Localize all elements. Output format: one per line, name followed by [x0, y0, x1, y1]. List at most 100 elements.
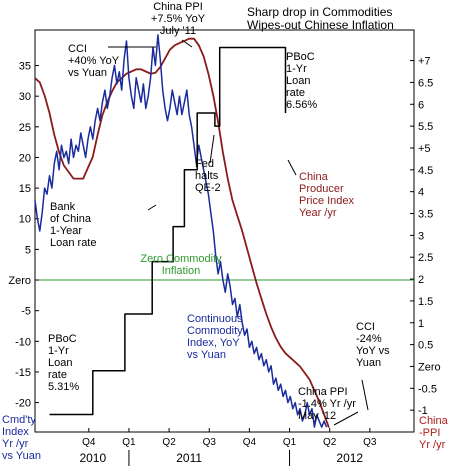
- fed-qe2-annotation-line-2: halts: [195, 170, 219, 182]
- quarter-label: Q2: [162, 437, 176, 448]
- quarter-label: Q4: [82, 437, 96, 448]
- pboc-high-annotation-line-4: rate: [286, 87, 305, 99]
- quarter-label: Q2: [323, 437, 337, 448]
- cci-trough-leader: [361, 379, 369, 411]
- cci-trough-annotation-line-4: Yuan: [356, 357, 381, 369]
- cci-series-label-line-1: Continuous: [187, 313, 243, 325]
- ppi-trough-annotation-line-2: -1.4% Yr /yr: [298, 398, 356, 410]
- annotations: [108, 39, 369, 426]
- axis-ticks: [35, 60, 414, 466]
- left-axis-title-line-4: vs Yuan: [2, 450, 41, 462]
- series-layer: [34, 34, 330, 428]
- bank-of-china-loan-annotation-line-1: Bank: [50, 201, 76, 213]
- cci-trough-annotation-line-2: -24%: [356, 333, 382, 345]
- right-tick-label: 4: [418, 187, 424, 199]
- zero-line-label-line-2: Inflation: [162, 265, 201, 277]
- ppi-label-leader: [287, 159, 297, 176]
- boc-leader: [147, 204, 157, 211]
- right-axis-title-line-1: China: [419, 415, 449, 427]
- ppi-peak-annotation-line-2: +7.5% YoY: [151, 13, 206, 25]
- chart-title-line-2: Wipes-out Chinese Inflation: [247, 18, 394, 32]
- ppi-trough-annotation-line-1: China PPI: [298, 386, 348, 398]
- left-tick-label: -20: [15, 398, 31, 410]
- left-tick-label: 30: [19, 91, 31, 103]
- ppi-series-label-line-2: Producer: [299, 183, 344, 195]
- left-tick-label: 15: [19, 183, 31, 195]
- year-label: 2010: [79, 451, 106, 465]
- left-tick-label: -15: [15, 367, 31, 379]
- left-axis-title-line-3: Yr /yr: [2, 438, 29, 450]
- cci-peak-annotation-line-1: CCI: [68, 43, 87, 55]
- pboc-low-annotation-line-4: rate: [48, 369, 67, 381]
- left-tick-label: -5: [21, 306, 31, 318]
- quarter-label: Q3: [363, 437, 377, 448]
- right-tick-label: 1: [418, 318, 424, 330]
- right-tick-label: 3.5: [418, 209, 433, 221]
- right-tick-label: -0.5: [418, 383, 437, 395]
- pboc-high-annotation-line-1: PBoC: [286, 51, 315, 63]
- quarter-label: Q1: [122, 437, 136, 448]
- ppi-peak-annotation-line-3: July '11: [160, 25, 196, 37]
- right-tick-label: 0.5: [418, 340, 433, 352]
- left-tick-label: -10: [15, 336, 31, 348]
- right-tick-label: 2: [418, 274, 424, 286]
- ppi-peak-leader: [181, 39, 193, 48]
- right-axis-title-line-2: -PPI: [419, 427, 440, 439]
- right-tick-label: 5.5: [418, 121, 433, 133]
- right-tick-label: 4.5: [418, 165, 433, 177]
- ppi-series-label-line-4: Year /yr: [299, 207, 337, 219]
- pboc-low-annotation-line-5: 5.31%: [48, 381, 79, 393]
- left-tick-label: Zero: [8, 275, 31, 287]
- bank-of-china-loan-annotation-line-4: Loan rate: [50, 237, 96, 249]
- ppi-trough-leader: [333, 411, 359, 426]
- cci-trough-annotation-line-3: YoY vs: [356, 345, 390, 357]
- right-tick-label: +5: [418, 143, 431, 155]
- cci-trough-annotation-line-1: CCI: [356, 321, 375, 333]
- chart-title-line-1: Sharp drop in Commodities: [247, 5, 392, 19]
- pboc-low-annotation-line-3: Loan: [48, 357, 72, 369]
- left-tick-label: 25: [19, 122, 31, 134]
- pboc-high-annotation-line-2: 1-Yr: [286, 63, 307, 75]
- pboc-high-annotation-line-5: 6.56%: [286, 99, 317, 111]
- quarter-label: Q1: [283, 437, 297, 448]
- pboc-low-annotation-line-1: PBoC: [48, 333, 77, 345]
- ppi-peak-annotation-line-1: China PPI: [153, 1, 203, 13]
- left-axis-title-line-1: Cmd'ty: [2, 414, 36, 426]
- right-tick-label: 3: [418, 230, 424, 242]
- fed-leader: [209, 134, 215, 164]
- fed-qe2-annotation-line-3: QE-2: [195, 182, 221, 194]
- bank-of-china-loan-annotation-line-3: 1-Year: [50, 225, 82, 237]
- year-label: 2012: [336, 451, 363, 465]
- right-tick-label: 6: [418, 99, 424, 111]
- cci-series-label-line-3: Index, YoY: [187, 337, 240, 349]
- zero-line-label-line-1: Zero Commodity: [140, 253, 222, 265]
- left-tick-label: 5: [25, 244, 31, 256]
- chart-text: 35 30 25 20 15 10 5 Zero -5 -10 -15 -20 +7 6.5 6 5.5 +5 4…: [2, 1, 449, 465]
- cci-peak-annotation-line-2: +40% YoY: [68, 55, 120, 67]
- right-tick-label: 1.5: [418, 296, 433, 308]
- quarter-label: Q3: [203, 437, 217, 448]
- left-tick-label: 35: [19, 61, 31, 73]
- cci-series-line: [34, 34, 328, 428]
- year-label: 2011: [176, 451, 202, 465]
- cci-peak-annotation-line-3: vs Yuan: [68, 67, 107, 79]
- quarter-label: Q4: [243, 437, 257, 448]
- bank-of-china-loan-annotation-line-2: of China: [50, 213, 92, 225]
- ppi-trough-annotation-line-3: May '12: [298, 410, 336, 422]
- left-tick-label: 20: [19, 152, 31, 164]
- left-axis-title-line-2: Index: [2, 426, 29, 438]
- ppi-series-label-line-3: Price Index: [299, 195, 355, 207]
- right-tick-label: -1: [418, 405, 428, 417]
- fed-qe2-annotation-line-1: Fed: [195, 158, 214, 170]
- right-tick-label: Zero: [418, 361, 441, 373]
- pboc-high-annotation-line-3: Loan: [286, 75, 310, 87]
- cci-series-label-line-2: Commodity: [187, 325, 243, 337]
- left-tick-label: 10: [19, 214, 31, 226]
- pboc-low-annotation-line-2: 1-Yr: [48, 345, 69, 357]
- plot-frame: [34, 29, 415, 433]
- right-tick-label: 6.5: [418, 77, 433, 89]
- ppi-series-label-line-1: China: [299, 171, 329, 183]
- pboc-loan-rate-line: [49, 46, 287, 416]
- ppi-series-line: [34, 37, 330, 428]
